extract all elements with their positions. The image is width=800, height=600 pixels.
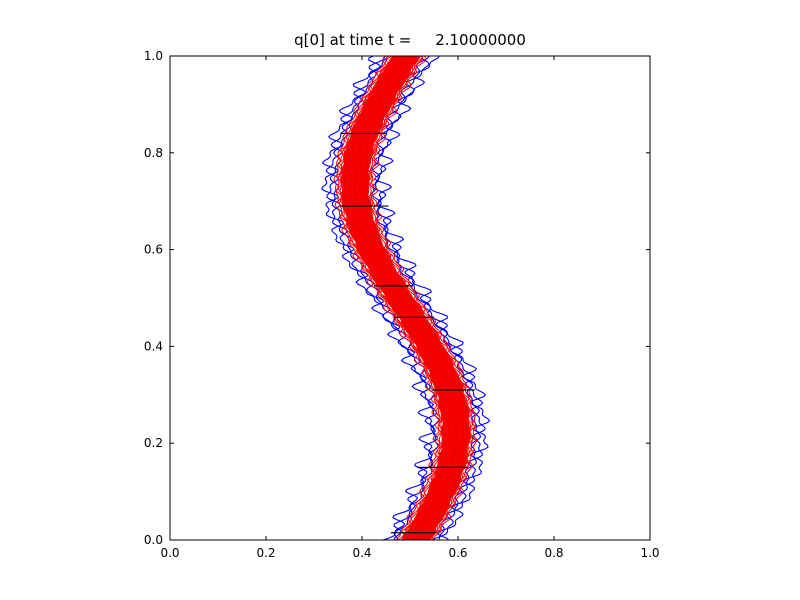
x-tick-label: 1.0 — [640, 546, 659, 560]
axes-box — [169, 55, 651, 541]
y-tick-label: 0.0 — [144, 533, 163, 547]
contour-band — [321, 56, 491, 540]
y-tick-label: 1.0 — [144, 49, 163, 63]
x-tick-label: 0.4 — [352, 546, 371, 560]
x-tick-label: 0.8 — [544, 546, 563, 560]
x-tick-label: 0.2 — [256, 546, 275, 560]
grid-segments — [340, 132, 475, 534]
x-tick-label: 0.0 — [160, 546, 179, 560]
y-tick-label: 0.4 — [144, 339, 163, 353]
y-tick-label: 0.6 — [144, 243, 163, 257]
ticks: 0.0 0.2 0.4 0.6 0.8 1.0 0.0 0.2 0.4 0.6 0.8 1.0 — [144, 49, 660, 560]
y-tick-label: 0.2 — [144, 436, 163, 450]
x-tick-label: 0.6 — [448, 546, 467, 560]
chart-title: q[0] at time t = 2.10000000 — [294, 31, 526, 49]
y-tick-label: 0.8 — [144, 146, 163, 160]
